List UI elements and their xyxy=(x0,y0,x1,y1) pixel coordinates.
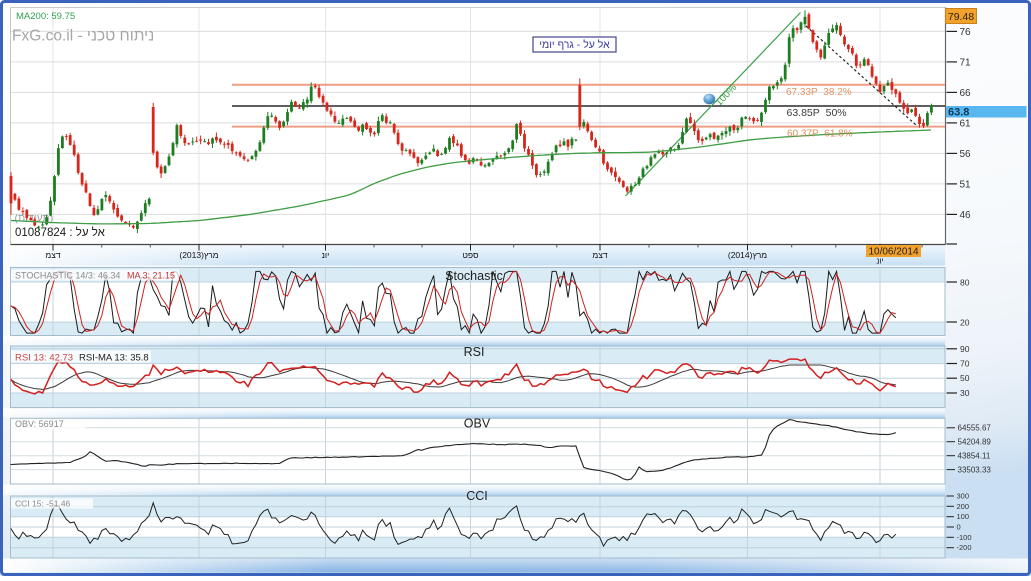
svg-text:CCI: CCI xyxy=(466,489,488,503)
svg-text:71: 71 xyxy=(960,57,972,68)
svg-text:64555.67: 64555.67 xyxy=(958,424,992,433)
svg-text:STOCHASTIC 14/3: 46.34: STOCHASTIC 14/3: 46.34 xyxy=(15,271,120,281)
svg-text:33503.33: 33503.33 xyxy=(958,465,992,474)
svg-text:(2013)מרץ: (2013)מרץ xyxy=(179,250,218,260)
svg-text:RSI: RSI xyxy=(464,345,485,359)
svg-text:79.48: 79.48 xyxy=(948,11,974,23)
svg-text:01087824 : אל על: 01087824 : אל על xyxy=(15,226,106,239)
svg-text:100: 100 xyxy=(957,512,970,521)
svg-text:0: 0 xyxy=(957,523,961,532)
svg-text:80: 80 xyxy=(960,278,970,288)
svg-text:MA200: 59.75: MA200: 59.75 xyxy=(16,11,75,22)
svg-text:-100: -100 xyxy=(957,533,972,542)
svg-text:51: 51 xyxy=(960,179,972,190)
svg-text:30: 30 xyxy=(960,388,970,398)
svg-text:MA 3: 21.15: MA 3: 21.15 xyxy=(127,271,175,281)
svg-text:OBV: OBV xyxy=(464,417,491,431)
svg-text:76: 76 xyxy=(960,27,972,38)
svg-text:200: 200 xyxy=(957,502,970,511)
svg-text:50: 50 xyxy=(960,373,970,383)
svg-text:Stochastic: Stochastic xyxy=(445,269,503,283)
svg-text:RSI 13: 42.73: RSI 13: 42.73 xyxy=(15,353,73,364)
svg-text:43854.11: 43854.11 xyxy=(958,452,991,461)
svg-text:-200: -200 xyxy=(957,543,972,552)
svg-text:אל על - גרף יומי: אל על - גרף יומי xyxy=(539,39,610,51)
svg-text:10/06/2014: 10/06/2014 xyxy=(868,247,918,258)
svg-text:67.33P 38.2%: 67.33P 38.2% xyxy=(786,87,852,98)
svg-text:61: 61 xyxy=(960,118,972,129)
svg-text:ספט: ספט xyxy=(462,250,479,260)
svg-text:46: 46 xyxy=(960,210,972,221)
svg-text:OBV: 56917: OBV: 56917 xyxy=(15,419,64,429)
svg-text:דצמ: דצמ xyxy=(592,250,607,260)
svg-text:(2014)מרץ: (2014)מרץ xyxy=(728,250,767,260)
svg-text:63.8: 63.8 xyxy=(948,107,969,119)
svg-text:56: 56 xyxy=(960,149,972,160)
svg-text:66: 66 xyxy=(960,88,972,99)
svg-text:FxG.co.il - ניתוח טכני: FxG.co.il - ניתוח טכני xyxy=(12,28,154,45)
svg-text:CCI 15: -51.46: CCI 15: -51.46 xyxy=(15,499,71,509)
svg-text:60.37P 61.8%: 60.37P 61.8% xyxy=(787,129,853,140)
svg-text:54204.89: 54204.89 xyxy=(958,438,992,447)
svg-text:300: 300 xyxy=(957,492,970,501)
svg-text:90: 90 xyxy=(960,344,970,354)
svg-text:דצמ: דצמ xyxy=(45,250,60,260)
svg-text:20: 20 xyxy=(960,318,970,328)
svg-text:63.85P 50%: 63.85P 50% xyxy=(787,107,847,119)
svg-text:יונ: יונ xyxy=(322,250,330,260)
svg-text:יונ: יונ xyxy=(876,257,883,266)
svg-text:70: 70 xyxy=(960,359,970,369)
svg-text:RSI-MA 13: 35.8: RSI-MA 13: 35.8 xyxy=(79,353,149,364)
